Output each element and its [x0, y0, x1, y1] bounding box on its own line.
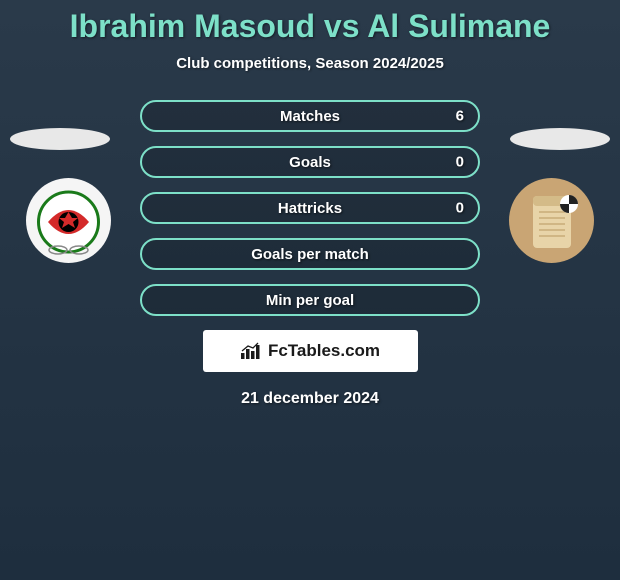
brand-text: FcTables.com — [268, 341, 380, 361]
brand-box: FcTables.com — [203, 330, 418, 372]
stat-label: Goals per match — [251, 246, 369, 263]
stat-row: Matches 6 — [140, 100, 480, 132]
date-text: 21 december 2024 — [0, 390, 620, 408]
stat-row: Min per goal — [140, 284, 480, 316]
stat-right-value: 6 — [456, 108, 464, 125]
stat-row: Goals 0 — [140, 146, 480, 178]
stat-right-value: 0 — [456, 200, 464, 217]
bars-icon — [240, 342, 262, 360]
stat-label: Matches — [280, 108, 340, 125]
stat-row: Hattricks 0 — [140, 192, 480, 224]
stat-label: Min per goal — [266, 292, 354, 309]
club-badge-left — [26, 178, 111, 263]
stat-label: Goals — [289, 154, 331, 171]
stat-label: Hattricks — [278, 200, 342, 217]
stat-right-value: 0 — [456, 154, 464, 171]
club-badge-right — [509, 178, 594, 263]
player-photo-placeholder-right — [510, 128, 610, 150]
stat-row: Goals per match — [140, 238, 480, 270]
player-photo-placeholder-left — [10, 128, 110, 150]
stats-panel: Matches 6 Goals 0 Hattricks 0 Goals per … — [140, 100, 480, 316]
page-title: Ibrahim Masoud vs Al Sulimane — [0, 0, 620, 45]
subtitle: Club competitions, Season 2024/2025 — [0, 55, 620, 72]
crest-right-icon — [509, 178, 594, 263]
crest-left-icon — [26, 178, 111, 263]
